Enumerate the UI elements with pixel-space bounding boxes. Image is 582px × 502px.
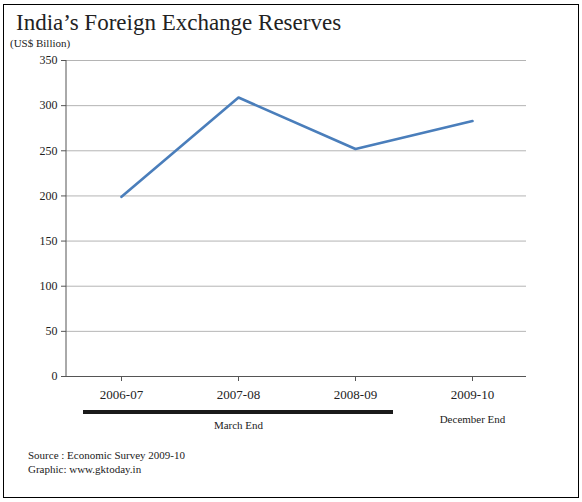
svg-text:300: 300 [40,98,58,112]
html-text:(US$ Billion): (US$ Billion) [10,37,71,49]
svg-text:2006-07: 2006-07 [100,387,144,402]
svg-text:100: 100 [40,279,58,293]
svg-text:2008-09: 2008-09 [334,387,377,402]
svg-text:2007-08: 2007-08 [217,387,260,402]
html-text:Source : Economic Survey 2009-: Source : Economic Survey 2009-10 [28,449,185,461]
svg-text:350: 350 [40,53,58,67]
svg-text:2009-10: 2009-10 [451,387,494,402]
svg-text:March End: March End [214,419,264,431]
svg-text:50: 50 [46,324,58,338]
svg-text:December End: December End [440,413,506,425]
html-text:Graphic: www.gktoday.in: Graphic: www.gktoday.in [28,463,142,475]
svg-text:150: 150 [40,234,58,248]
svg-text:200: 200 [40,189,58,203]
svg-text:0: 0 [52,369,58,383]
html-text:India’s Foreign Exchange Reser: India’s Foreign Exchange Reserves [16,10,342,35]
svg-text:250: 250 [40,144,58,158]
